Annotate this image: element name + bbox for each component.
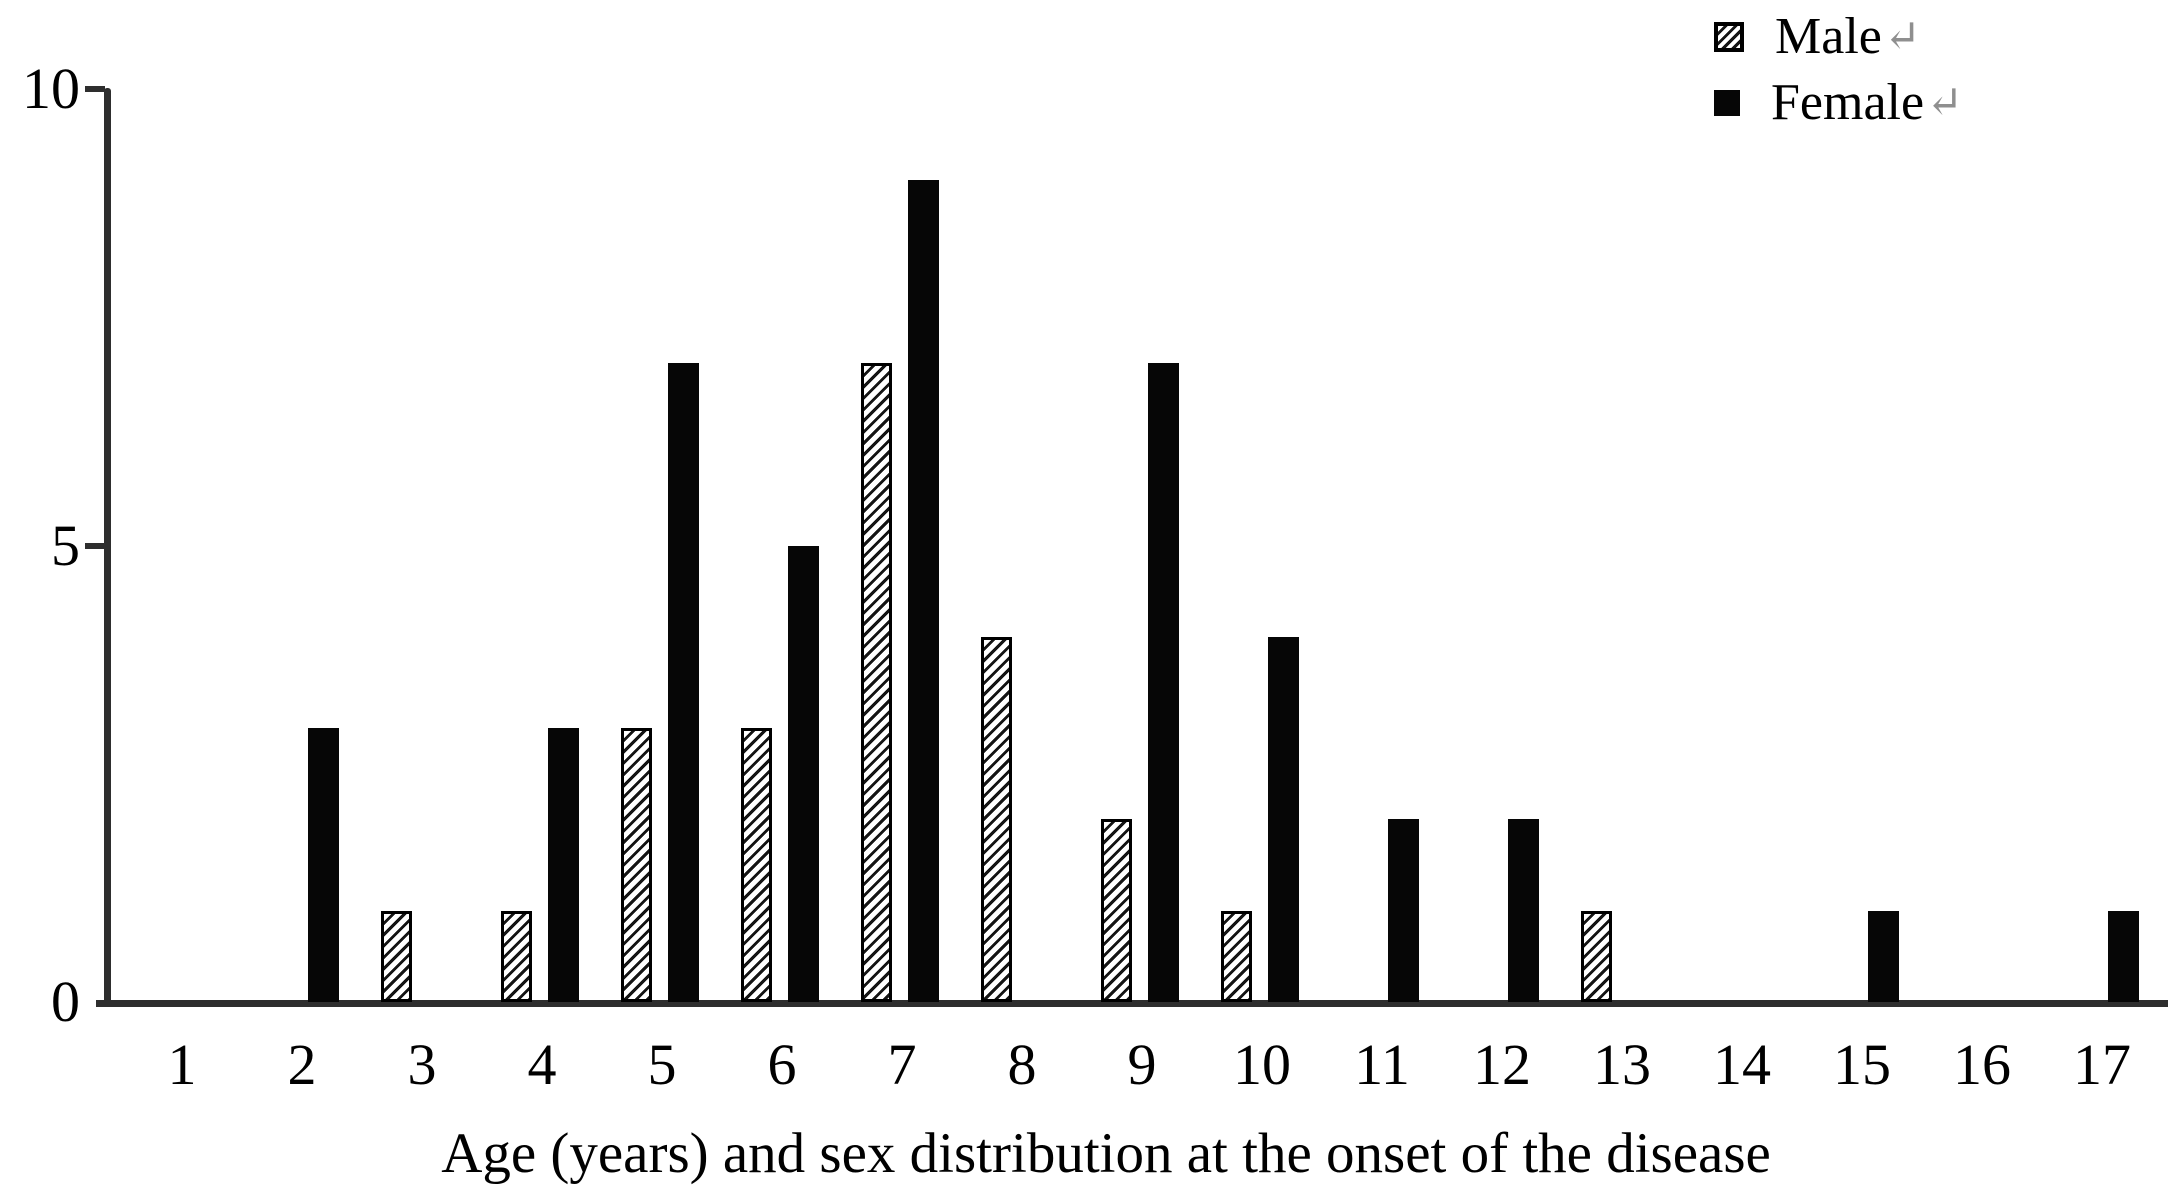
y-tick-10 xyxy=(85,86,105,92)
x-tick-label-5: 5 xyxy=(647,1032,677,1097)
legend-item-male: Male ↵ xyxy=(1714,4,1963,70)
y-tick-label-0: 0 xyxy=(51,969,80,1034)
x-tick-label-11: 11 xyxy=(1354,1032,1410,1097)
bar-female-age-5 xyxy=(668,362,699,1002)
x-tick-label-17: 17 xyxy=(2073,1032,2131,1097)
x-tick-label-15: 15 xyxy=(1833,1032,1891,1097)
bar-female-age-9 xyxy=(1148,362,1179,1002)
bar-female-age-11 xyxy=(1388,819,1419,1002)
bar-male-age-3 xyxy=(381,910,412,1002)
bar-male-age-5 xyxy=(621,728,652,1002)
bar-male-age-7 xyxy=(861,362,892,1002)
legend-swatch-male-hatched-icon xyxy=(1714,22,1744,52)
legend: Male ↵ Female ↵ xyxy=(1714,4,1963,136)
x-tick-label-1: 1 xyxy=(167,1032,197,1097)
bar-male-age-6 xyxy=(741,728,772,1002)
x-axis-title: Age (years) and sex distribution at the … xyxy=(441,1122,1771,1185)
x-axis-line xyxy=(96,1000,2168,1007)
bar-female-age-10 xyxy=(1268,636,1299,1002)
bar-male-age-13 xyxy=(1581,910,1612,1002)
return-mark-icon: ↵ xyxy=(1926,78,1963,127)
y-tick-5 xyxy=(85,542,105,549)
bar-female-age-2 xyxy=(308,728,339,1002)
legend-label-female: Female xyxy=(1771,74,1925,131)
x-tick-label-10: 10 xyxy=(1233,1032,1291,1097)
bar-male-age-4 xyxy=(501,910,532,1002)
bar-male-age-8 xyxy=(981,636,1012,1002)
y-tick-label-10: 10 xyxy=(22,56,80,121)
x-tick-label-6: 6 xyxy=(767,1032,797,1097)
return-mark-icon: ↵ xyxy=(1883,12,1921,61)
x-tick-label-12: 12 xyxy=(1473,1032,1531,1097)
x-tick-label-13: 13 xyxy=(1593,1032,1651,1097)
x-tick-label-2: 2 xyxy=(287,1032,317,1097)
legend-swatch-female-solid-icon xyxy=(1714,90,1740,116)
bar-female-age-6 xyxy=(788,545,819,1002)
bar-female-age-7 xyxy=(908,180,939,1002)
bar-female-age-12 xyxy=(1508,819,1539,1002)
bar-female-age-4 xyxy=(548,728,579,1002)
bar-male-age-9 xyxy=(1101,819,1132,1002)
legend-label-male: Male xyxy=(1775,8,1882,65)
x-tick-label-16: 16 xyxy=(1953,1032,2011,1097)
y-axis-line xyxy=(104,88,111,1005)
legend-item-female: Female ↵ xyxy=(1714,70,1963,136)
x-tick-label-9: 9 xyxy=(1127,1032,1157,1097)
x-tick-label-14: 14 xyxy=(1713,1032,1771,1097)
bar-female-age-15 xyxy=(1868,910,1899,1002)
x-tick-label-7: 7 xyxy=(887,1032,917,1097)
x-tick-label-3: 3 xyxy=(407,1032,437,1097)
x-tick-label-8: 8 xyxy=(1007,1032,1037,1097)
y-tick-label-5: 5 xyxy=(51,512,80,578)
x-tick-label-4: 4 xyxy=(527,1032,557,1097)
bar-female-age-17 xyxy=(2108,910,2139,1002)
bar-male-age-10 xyxy=(1221,910,1252,1002)
